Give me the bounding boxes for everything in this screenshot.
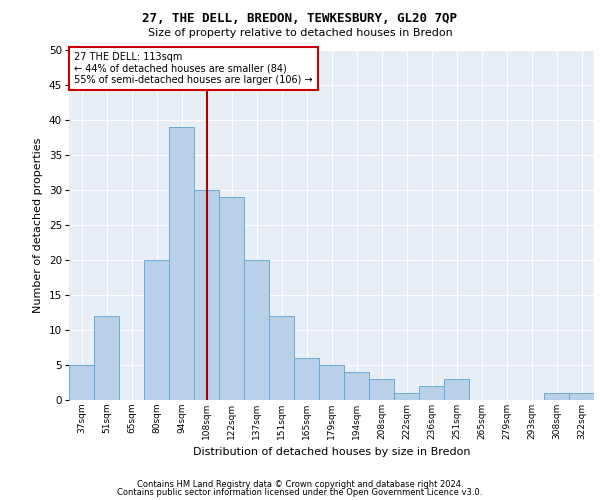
Text: 27, THE DELL, BREDON, TEWKESBURY, GL20 7QP: 27, THE DELL, BREDON, TEWKESBURY, GL20 7… <box>143 12 458 26</box>
Bar <box>344 372 369 400</box>
Bar <box>144 260 169 400</box>
Bar <box>569 393 594 400</box>
Bar <box>169 127 194 400</box>
Bar <box>419 386 444 400</box>
X-axis label: Distribution of detached houses by size in Bredon: Distribution of detached houses by size … <box>193 448 470 458</box>
Bar <box>269 316 294 400</box>
Text: Contains HM Land Registry data © Crown copyright and database right 2024.: Contains HM Land Registry data © Crown c… <box>137 480 463 489</box>
Y-axis label: Number of detached properties: Number of detached properties <box>33 138 43 312</box>
Bar <box>194 190 219 400</box>
Text: Contains public sector information licensed under the Open Government Licence v3: Contains public sector information licen… <box>118 488 482 497</box>
Bar <box>69 365 94 400</box>
Bar <box>94 316 119 400</box>
Text: 27 THE DELL: 113sqm
← 44% of detached houses are smaller (84)
55% of semi-detach: 27 THE DELL: 113sqm ← 44% of detached ho… <box>74 52 313 85</box>
Bar <box>244 260 269 400</box>
Bar <box>444 379 469 400</box>
Bar <box>394 393 419 400</box>
Bar <box>294 358 319 400</box>
Text: Size of property relative to detached houses in Bredon: Size of property relative to detached ho… <box>148 28 452 38</box>
Bar <box>319 365 344 400</box>
Bar <box>544 393 569 400</box>
Bar <box>369 379 394 400</box>
Bar <box>219 197 244 400</box>
